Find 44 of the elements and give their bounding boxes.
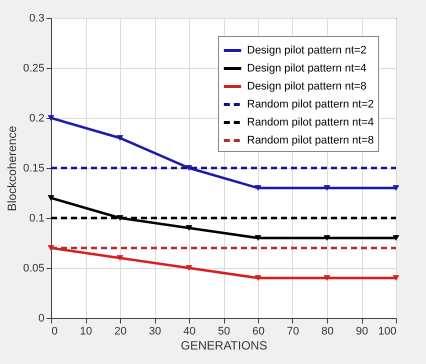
x-tick-label: 40 <box>183 326 196 338</box>
point <box>324 185 330 191</box>
y-tick-label: 0.1 <box>29 212 44 224</box>
x-axis-title: GENERATIONS <box>180 338 268 352</box>
x-tick-label: 100 <box>378 326 396 338</box>
point <box>116 135 124 141</box>
point <box>254 235 262 241</box>
legend-label: Random pilot pattern nt=4 <box>247 116 374 128</box>
x-tick-label: 30 <box>148 326 162 338</box>
point <box>116 215 124 221</box>
y-axis-title: Blockcoherence <box>5 125 20 212</box>
point <box>48 245 54 251</box>
y-tick-label: 0.15 <box>23 162 44 174</box>
x-tick-label: 0 <box>52 326 58 338</box>
x-tick-label: 80 <box>321 326 334 338</box>
point <box>392 235 400 241</box>
point <box>186 165 192 171</box>
point <box>48 115 54 121</box>
point <box>254 275 262 281</box>
legend-label: Random pilot pattern nt=8 <box>247 134 374 146</box>
y-tick-label: 0.3 <box>29 12 44 24</box>
point <box>392 185 400 191</box>
x-tick-label: 90 <box>356 326 368 338</box>
point <box>324 235 330 241</box>
legend-label: Design pilot pattern nt=4 <box>247 62 367 74</box>
y-tick-label: 0.25 <box>23 62 44 74</box>
point <box>254 185 262 191</box>
point <box>48 195 54 201</box>
y-tick-label: 0.2 <box>29 112 44 124</box>
x-tick-label: 50 <box>218 326 230 338</box>
x-tick-label: 70 <box>286 326 300 338</box>
x-tick-label: 10 <box>80 326 92 338</box>
point <box>392 275 400 281</box>
legend-label: Design pilot pattern nt=8 <box>247 80 367 92</box>
legend-label: Design pilot pattern nt=2 <box>247 44 367 56</box>
x-tick-label: 20 <box>114 326 127 338</box>
legend-label: Random pilot pattern nt=2 <box>247 98 374 110</box>
y-tick-label: 0 <box>38 312 44 324</box>
point <box>186 265 192 271</box>
point <box>116 255 124 261</box>
x-tick-label: 60 <box>252 326 265 338</box>
y-tick-label: 0.05 <box>23 262 44 274</box>
point <box>324 275 330 281</box>
point <box>186 225 192 231</box>
